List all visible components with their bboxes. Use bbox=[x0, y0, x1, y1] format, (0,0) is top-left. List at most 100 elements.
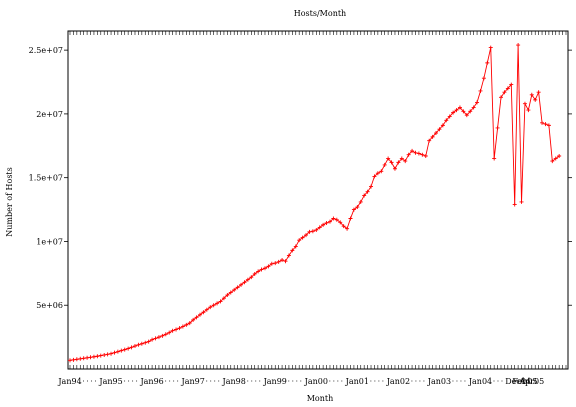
data-point bbox=[225, 293, 230, 298]
data-point bbox=[187, 321, 192, 326]
data-point bbox=[502, 90, 507, 95]
y-tick-label: 1.5e+07 bbox=[29, 174, 63, 183]
data-point bbox=[197, 312, 202, 317]
x-tick-label: Jan02 bbox=[386, 377, 410, 386]
data-point bbox=[208, 305, 213, 310]
y-tick-label: 1e+07 bbox=[36, 237, 63, 246]
data-point bbox=[505, 86, 510, 91]
data-point bbox=[550, 159, 555, 164]
data-point bbox=[321, 222, 326, 227]
data-point bbox=[495, 125, 500, 130]
data-point bbox=[492, 156, 497, 161]
data-point bbox=[509, 82, 514, 87]
data-point bbox=[522, 101, 527, 106]
data-point bbox=[372, 174, 377, 179]
data-point bbox=[126, 346, 131, 351]
data-point bbox=[413, 150, 418, 155]
data-point bbox=[252, 271, 257, 276]
data-point bbox=[119, 348, 124, 353]
data-point bbox=[98, 353, 103, 358]
data-point bbox=[543, 122, 548, 127]
data-point bbox=[129, 345, 134, 350]
data-point bbox=[256, 269, 261, 274]
data-point bbox=[416, 151, 421, 156]
x-tick-label: Jan96 bbox=[139, 377, 163, 386]
data-point bbox=[293, 244, 298, 249]
data-point bbox=[355, 205, 360, 210]
data-point bbox=[102, 352, 107, 357]
data-point bbox=[540, 120, 545, 125]
data-point bbox=[461, 109, 466, 114]
data-point bbox=[430, 134, 435, 139]
x-tick-label: Jan94 bbox=[57, 377, 81, 386]
data-point bbox=[143, 340, 148, 345]
data-point bbox=[358, 199, 363, 204]
data-point bbox=[262, 266, 267, 271]
data-point bbox=[451, 110, 456, 115]
data-point bbox=[457, 105, 462, 110]
data-point bbox=[242, 280, 247, 285]
plot-frame bbox=[67, 30, 569, 370]
data-point bbox=[468, 109, 473, 114]
data-point bbox=[153, 336, 158, 341]
data-point bbox=[105, 352, 110, 357]
data-point bbox=[447, 114, 452, 119]
data-point bbox=[286, 253, 291, 258]
data-point bbox=[379, 169, 384, 174]
data-point bbox=[115, 349, 120, 354]
data-point bbox=[191, 317, 196, 322]
data-point bbox=[300, 235, 305, 240]
data-point bbox=[519, 199, 524, 204]
x-tick-label: Jan98 bbox=[222, 377, 246, 386]
y-tick-label: 2e+07 bbox=[36, 110, 63, 119]
data-point bbox=[351, 207, 356, 212]
data-point bbox=[464, 113, 469, 118]
data-point bbox=[184, 322, 189, 327]
data-point bbox=[269, 261, 274, 266]
data-point bbox=[266, 264, 271, 269]
data-point bbox=[122, 347, 127, 352]
x-tick-label: Jan01 bbox=[345, 377, 369, 386]
data-point bbox=[546, 123, 551, 128]
data-point bbox=[516, 43, 521, 48]
data-point bbox=[273, 261, 278, 266]
data-point bbox=[177, 326, 182, 331]
data-point bbox=[475, 100, 480, 105]
data-point bbox=[324, 220, 329, 225]
data-point bbox=[245, 277, 250, 282]
data-point bbox=[146, 339, 151, 344]
data-point bbox=[338, 220, 343, 225]
data-point bbox=[218, 299, 223, 304]
data-point bbox=[276, 259, 281, 264]
data-point bbox=[406, 152, 411, 157]
data-point bbox=[369, 184, 374, 189]
x-tick-label: Jan00 bbox=[304, 377, 328, 386]
data-point bbox=[512, 202, 517, 207]
data-point bbox=[307, 229, 312, 234]
data-point bbox=[331, 216, 336, 221]
data-point bbox=[310, 229, 315, 234]
x-tick-label: Jan04 bbox=[468, 377, 492, 386]
data-point bbox=[440, 123, 445, 128]
series-line bbox=[69, 45, 560, 361]
data-point bbox=[553, 156, 558, 161]
data-point bbox=[215, 301, 220, 306]
data-point bbox=[71, 357, 76, 362]
data-point bbox=[304, 233, 309, 238]
data-point bbox=[156, 335, 161, 340]
data-point bbox=[235, 285, 240, 290]
data-point bbox=[290, 248, 295, 253]
data-point bbox=[232, 287, 237, 292]
data-point bbox=[437, 127, 442, 132]
chart-title: Hosts/Month bbox=[294, 9, 346, 18]
data-point bbox=[420, 152, 425, 157]
data-point bbox=[91, 354, 96, 359]
data-point bbox=[444, 118, 449, 123]
x-tick-label: Jan99 bbox=[263, 377, 287, 386]
data-point bbox=[280, 257, 285, 262]
data-point bbox=[85, 355, 90, 360]
y-tick-label: 5e+06 bbox=[36, 301, 63, 310]
data-point bbox=[403, 159, 408, 164]
